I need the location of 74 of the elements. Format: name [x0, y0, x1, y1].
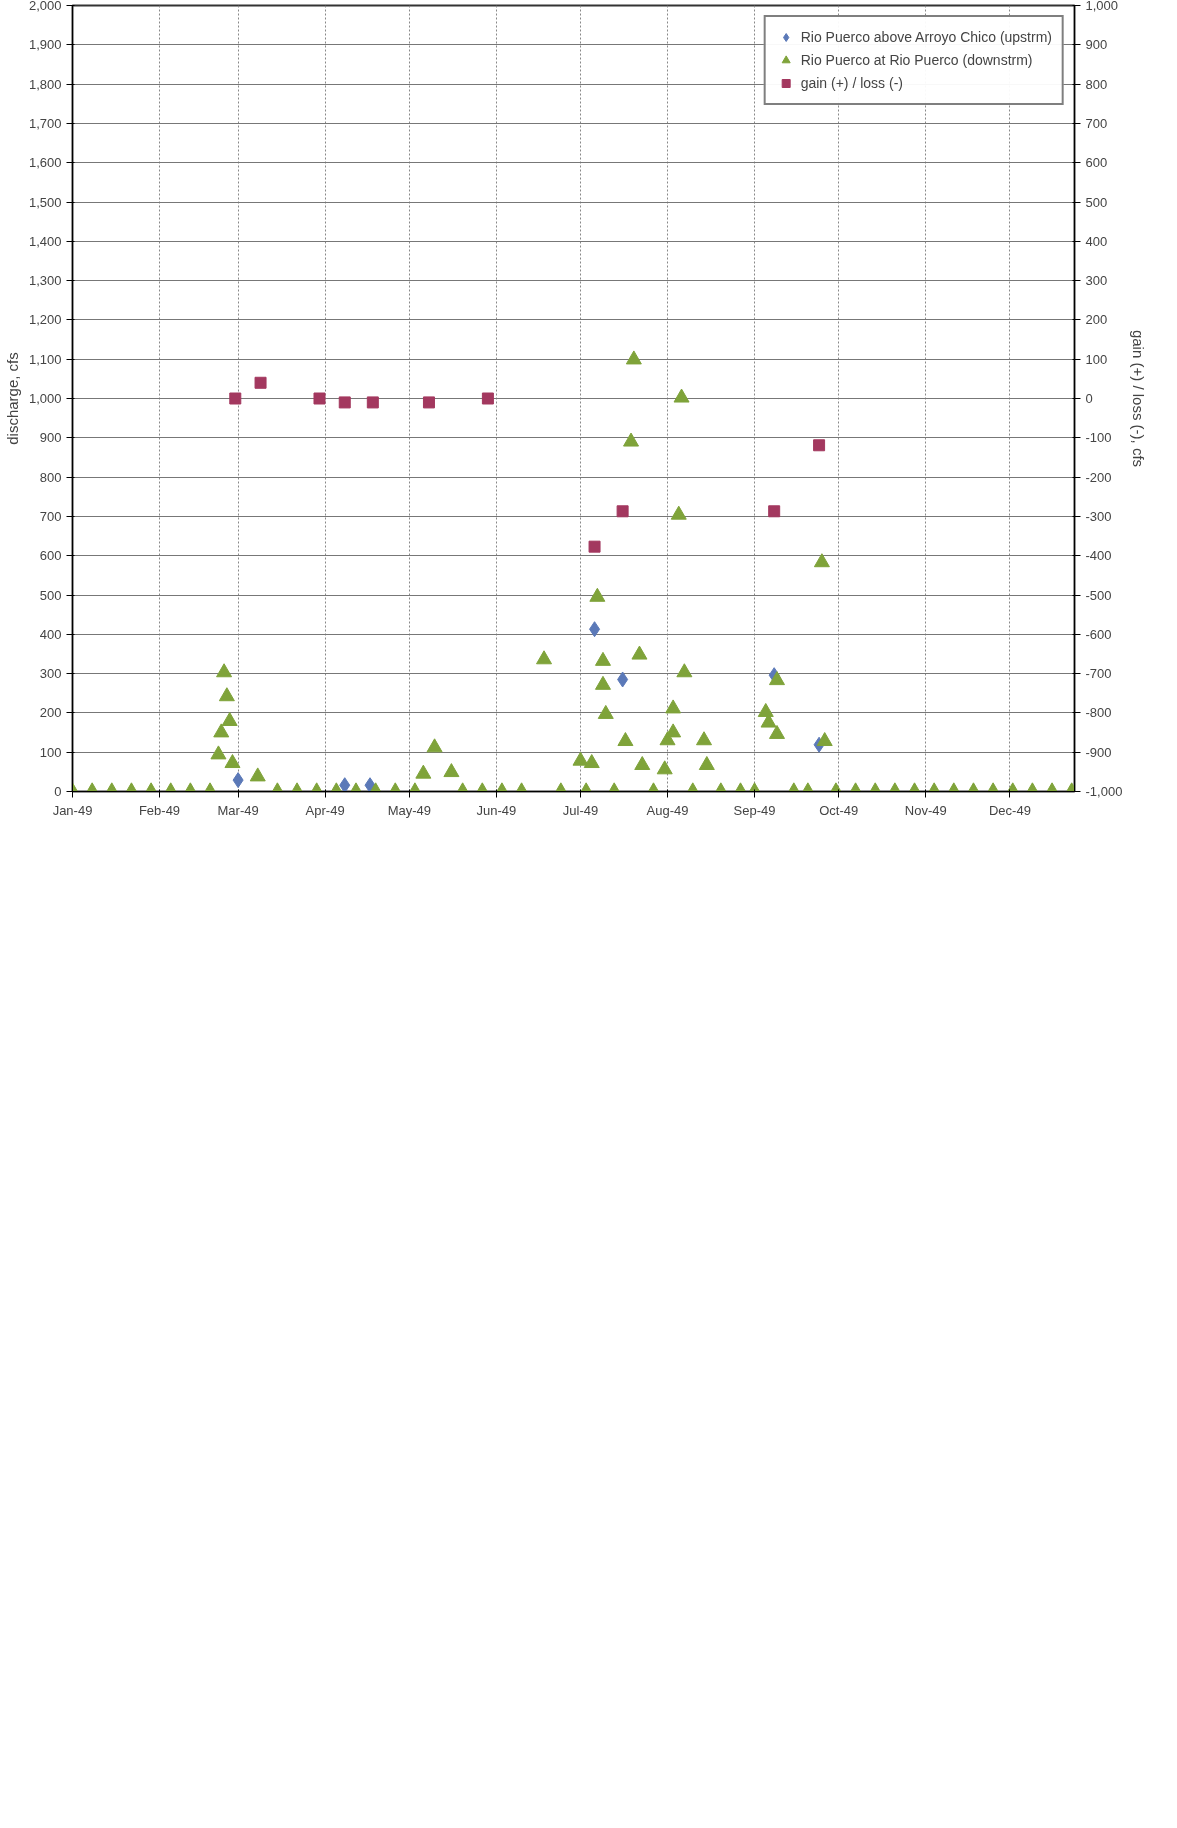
- x-tick-label: Apr-49: [305, 802, 345, 818]
- point: [617, 671, 629, 688]
- point: [589, 621, 601, 638]
- x-tick-label: Oct-49: [819, 802, 859, 818]
- legend-label: Rio Puerco above Arroyo Chico (upstrm): [800, 29, 1052, 45]
- y-tick-label: 1,700: [28, 115, 62, 131]
- y2-tick-label: -500: [1085, 587, 1112, 603]
- y-tick-label: 100: [39, 744, 62, 760]
- y-tick-label: 900: [39, 430, 62, 446]
- y-tick-label: 700: [39, 508, 62, 524]
- y-tick-label: 1,800: [28, 76, 62, 92]
- y2-tick-label: 300: [1085, 273, 1108, 289]
- x-tick-label: May-49: [387, 802, 431, 818]
- y-tick-label: 0: [54, 784, 62, 799]
- y2-tick-label: 700: [1085, 115, 1108, 131]
- y2-tick-label: -600: [1085, 626, 1112, 642]
- y-tick-label: 1,900: [28, 37, 62, 53]
- point: [588, 540, 601, 553]
- x-tick-label: Sep-49: [733, 802, 776, 818]
- x-tick-label: Jun-49: [476, 802, 517, 818]
- legend-label: Rio Puerco at Rio Puerco (downstrm): [800, 52, 1033, 68]
- y-tick-label: 1,600: [28, 155, 62, 171]
- y-tick-label: 1,100: [28, 351, 62, 367]
- point: [422, 396, 435, 409]
- y-tick-label: 1,400: [28, 233, 62, 249]
- y2-tick-label: -700: [1085, 666, 1112, 682]
- point: [813, 439, 826, 452]
- y-tick-label: 1,300: [28, 273, 62, 289]
- y-tick-label: 1,200: [28, 312, 62, 328]
- y2-tick-label: 400: [1085, 233, 1108, 249]
- y2-tick-label: 500: [1085, 194, 1108, 210]
- y-tick-label: 200: [39, 705, 62, 721]
- point: [616, 505, 629, 518]
- y2-tick-label: -400: [1085, 548, 1112, 564]
- y-tick-label: 1,000: [28, 391, 62, 406]
- y2-tick-label: -100: [1085, 430, 1112, 446]
- y-tick-label: 800: [39, 469, 62, 485]
- point: [338, 396, 351, 409]
- y2-tick-label: 900: [1085, 37, 1108, 53]
- point: [339, 777, 351, 792]
- y-axis-title: discharge, cfs: [3, 352, 21, 445]
- y2-tick-label: 800: [1085, 76, 1108, 92]
- y-tick-label: 2,000: [28, 0, 62, 13]
- point: [254, 376, 267, 389]
- y-tick-label: 1,500: [28, 194, 62, 210]
- y2-tick-label: -1,000: [1085, 784, 1123, 799]
- point: [313, 392, 326, 405]
- y2-tick-label: 0: [1085, 391, 1093, 406]
- y2-tick-label: 100: [1085, 351, 1108, 367]
- y-tick-label: 600: [39, 548, 62, 564]
- point: [366, 396, 379, 409]
- legend-label: gain (+) / loss (-): [800, 75, 903, 91]
- x-tick-label: Jul-49: [562, 802, 599, 818]
- x-tick-label: Nov-49: [904, 802, 947, 818]
- y2-tick-label: 1,000: [1085, 0, 1119, 13]
- y-tick-label: 300: [39, 666, 62, 682]
- y2-tick-label: 600: [1085, 155, 1108, 171]
- x-tick-label: Dec-49: [988, 802, 1031, 818]
- point: [229, 392, 242, 405]
- point: [768, 505, 781, 518]
- y-tick-label: 400: [39, 626, 62, 642]
- y2-tick-label: -300: [1085, 508, 1112, 524]
- x-tick-label: Jan-49: [52, 802, 93, 818]
- y2-tick-label: -900: [1085, 744, 1112, 760]
- y-tick-label: 500: [39, 587, 62, 603]
- x-tick-label: Feb-49: [138, 802, 181, 818]
- y2-axis-title: gain (+) / loss (-), cfs: [1130, 329, 1148, 468]
- x-tick-label: Aug-49: [646, 802, 689, 818]
- point: [232, 772, 244, 789]
- y2-tick-label: 200: [1085, 312, 1108, 328]
- x-tick-label: Mar-49: [217, 802, 259, 818]
- y2-tick-label: -200: [1085, 469, 1112, 485]
- y2-tick-label: -800: [1085, 705, 1112, 721]
- point: [481, 392, 494, 405]
